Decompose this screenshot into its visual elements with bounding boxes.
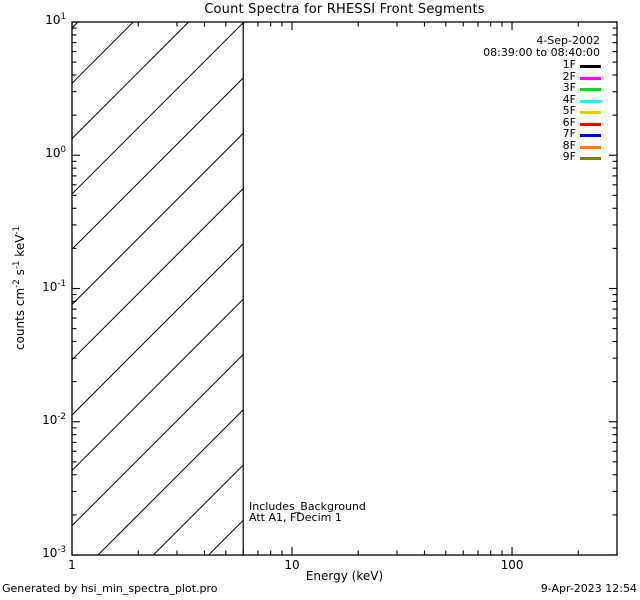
hatch-line <box>72 22 244 195</box>
x-tick-label: 1 <box>68 558 76 572</box>
annotation-attenuator-state: Att A1, FDecim 1 <box>249 511 342 524</box>
hatch-line <box>72 77 244 250</box>
hatch-line <box>72 22 135 84</box>
legend-label-1F: 1F <box>562 58 576 71</box>
legend-label-9F: 9F <box>562 150 576 163</box>
legend-line-9F <box>580 157 601 160</box>
y-tick-label: 10-1 <box>42 278 66 294</box>
legend-line-7F <box>580 134 601 137</box>
hatch-line <box>72 188 244 361</box>
render-timestamp: 9-Apr-2023 12:54 <box>540 582 637 595</box>
chart-title: Count Spectra for RHESSI Front Segments <box>204 2 485 17</box>
hatch-line <box>72 354 244 527</box>
legend-label-8F: 8F <box>562 138 576 152</box>
hatch-line <box>207 520 244 555</box>
hatched-region <box>72 22 244 555</box>
hatch-line <box>72 22 190 139</box>
legend-label-7F: 7F <box>562 127 576 140</box>
observation-time-range: 08:39:00 to 08:40:00 <box>483 46 600 59</box>
legend-label-5F: 5F <box>562 104 576 117</box>
observation-date: 4-Sep-2002 <box>536 34 600 47</box>
legend-line-2F <box>580 76 601 80</box>
legend-label-2F: 2F <box>562 69 576 83</box>
legend-line-5F <box>580 111 601 114</box>
legend-line-6F <box>580 122 601 126</box>
legend-label-3F: 3F <box>562 81 576 94</box>
legend-line-4F <box>580 99 601 103</box>
legend-line-8F <box>580 145 601 149</box>
hatch-line <box>72 243 244 416</box>
hatch-line <box>72 132 244 305</box>
legend-label-6F: 6F <box>562 115 576 129</box>
y-tick-label: 10-3 <box>42 545 66 560</box>
hatch-line <box>152 464 244 555</box>
x-tick-label: 100 <box>500 558 524 572</box>
legend-line-3F <box>580 88 601 91</box>
y-tick-label: 101 <box>45 12 66 27</box>
x-tick-label: 10 <box>284 558 300 572</box>
y-tick-label: 10-2 <box>42 411 66 427</box>
x-axis-label: Energy (keV) <box>305 569 384 583</box>
annotation-includes-background: Includes_Background <box>249 500 366 513</box>
y-tick-label: 100 <box>45 145 66 161</box>
generator-credit: Generated by hsi_min_spectra_plot.pro <box>2 582 218 595</box>
hatch-line <box>97 409 244 555</box>
legend-label-4F: 4F <box>562 92 576 106</box>
legend-line-1F <box>580 65 601 68</box>
hatch-line <box>72 298 244 471</box>
